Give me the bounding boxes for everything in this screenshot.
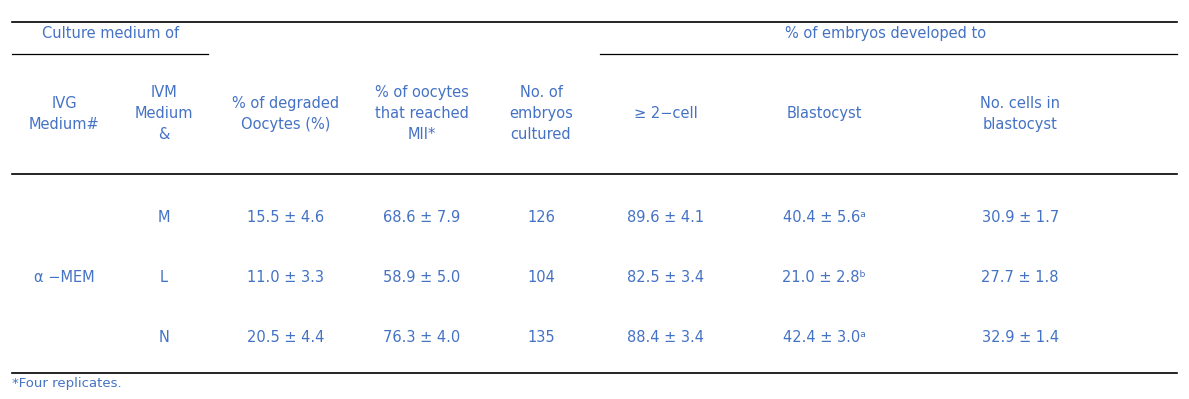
Text: % of degraded
Oocytes (%): % of degraded Oocytes (%) bbox=[232, 96, 339, 132]
Text: 68.6 ± 7.9: 68.6 ± 7.9 bbox=[384, 210, 460, 225]
Text: 11.0 ± 3.3: 11.0 ± 3.3 bbox=[247, 270, 323, 285]
Text: % of embryos developed to: % of embryos developed to bbox=[785, 26, 987, 41]
Text: 30.9 ± 1.7: 30.9 ± 1.7 bbox=[982, 210, 1058, 225]
Text: 21.0 ± 2.8ᵇ: 21.0 ± 2.8ᵇ bbox=[782, 270, 866, 285]
Text: 32.9 ± 1.4: 32.9 ± 1.4 bbox=[982, 330, 1058, 345]
Text: N: N bbox=[158, 330, 170, 345]
Text: IVM
Medium
&: IVM Medium & bbox=[134, 85, 194, 142]
Text: 82.5 ± 3.4: 82.5 ± 3.4 bbox=[628, 270, 704, 285]
Text: 76.3 ± 4.0: 76.3 ± 4.0 bbox=[384, 330, 460, 345]
Text: No. of
embryos
cultured: No. of embryos cultured bbox=[509, 85, 573, 142]
Text: Culture medium of: Culture medium of bbox=[42, 26, 180, 41]
Text: 126: 126 bbox=[527, 210, 555, 225]
Text: 27.7 ± 1.8: 27.7 ± 1.8 bbox=[981, 270, 1059, 285]
Text: 40.4 ± 5.6ᵃ: 40.4 ± 5.6ᵃ bbox=[782, 210, 866, 225]
Text: % of oocytes
that reached
MII*: % of oocytes that reached MII* bbox=[376, 85, 468, 142]
Text: 104: 104 bbox=[527, 270, 555, 285]
Text: M: M bbox=[158, 210, 170, 225]
Text: 58.9 ± 5.0: 58.9 ± 5.0 bbox=[384, 270, 460, 285]
Text: 89.6 ± 4.1: 89.6 ± 4.1 bbox=[628, 210, 704, 225]
Text: 42.4 ± 3.0ᵃ: 42.4 ± 3.0ᵃ bbox=[782, 330, 866, 345]
Text: L: L bbox=[161, 270, 168, 285]
Text: 135: 135 bbox=[527, 330, 555, 345]
Text: 15.5 ± 4.6: 15.5 ± 4.6 bbox=[247, 210, 323, 225]
Text: α −MEM: α −MEM bbox=[34, 270, 94, 285]
Text: 20.5 ± 4.4: 20.5 ± 4.4 bbox=[246, 330, 325, 345]
Text: Blastocyst: Blastocyst bbox=[786, 106, 862, 121]
Text: IVG
Medium#: IVG Medium# bbox=[29, 96, 100, 132]
Text: 88.4 ± 3.4: 88.4 ± 3.4 bbox=[628, 330, 704, 345]
Text: No. cells in
blastocyst: No. cells in blastocyst bbox=[980, 96, 1061, 132]
Text: ≥ 2−cell: ≥ 2−cell bbox=[634, 106, 698, 121]
Text: *Four replicates.: *Four replicates. bbox=[12, 377, 121, 390]
